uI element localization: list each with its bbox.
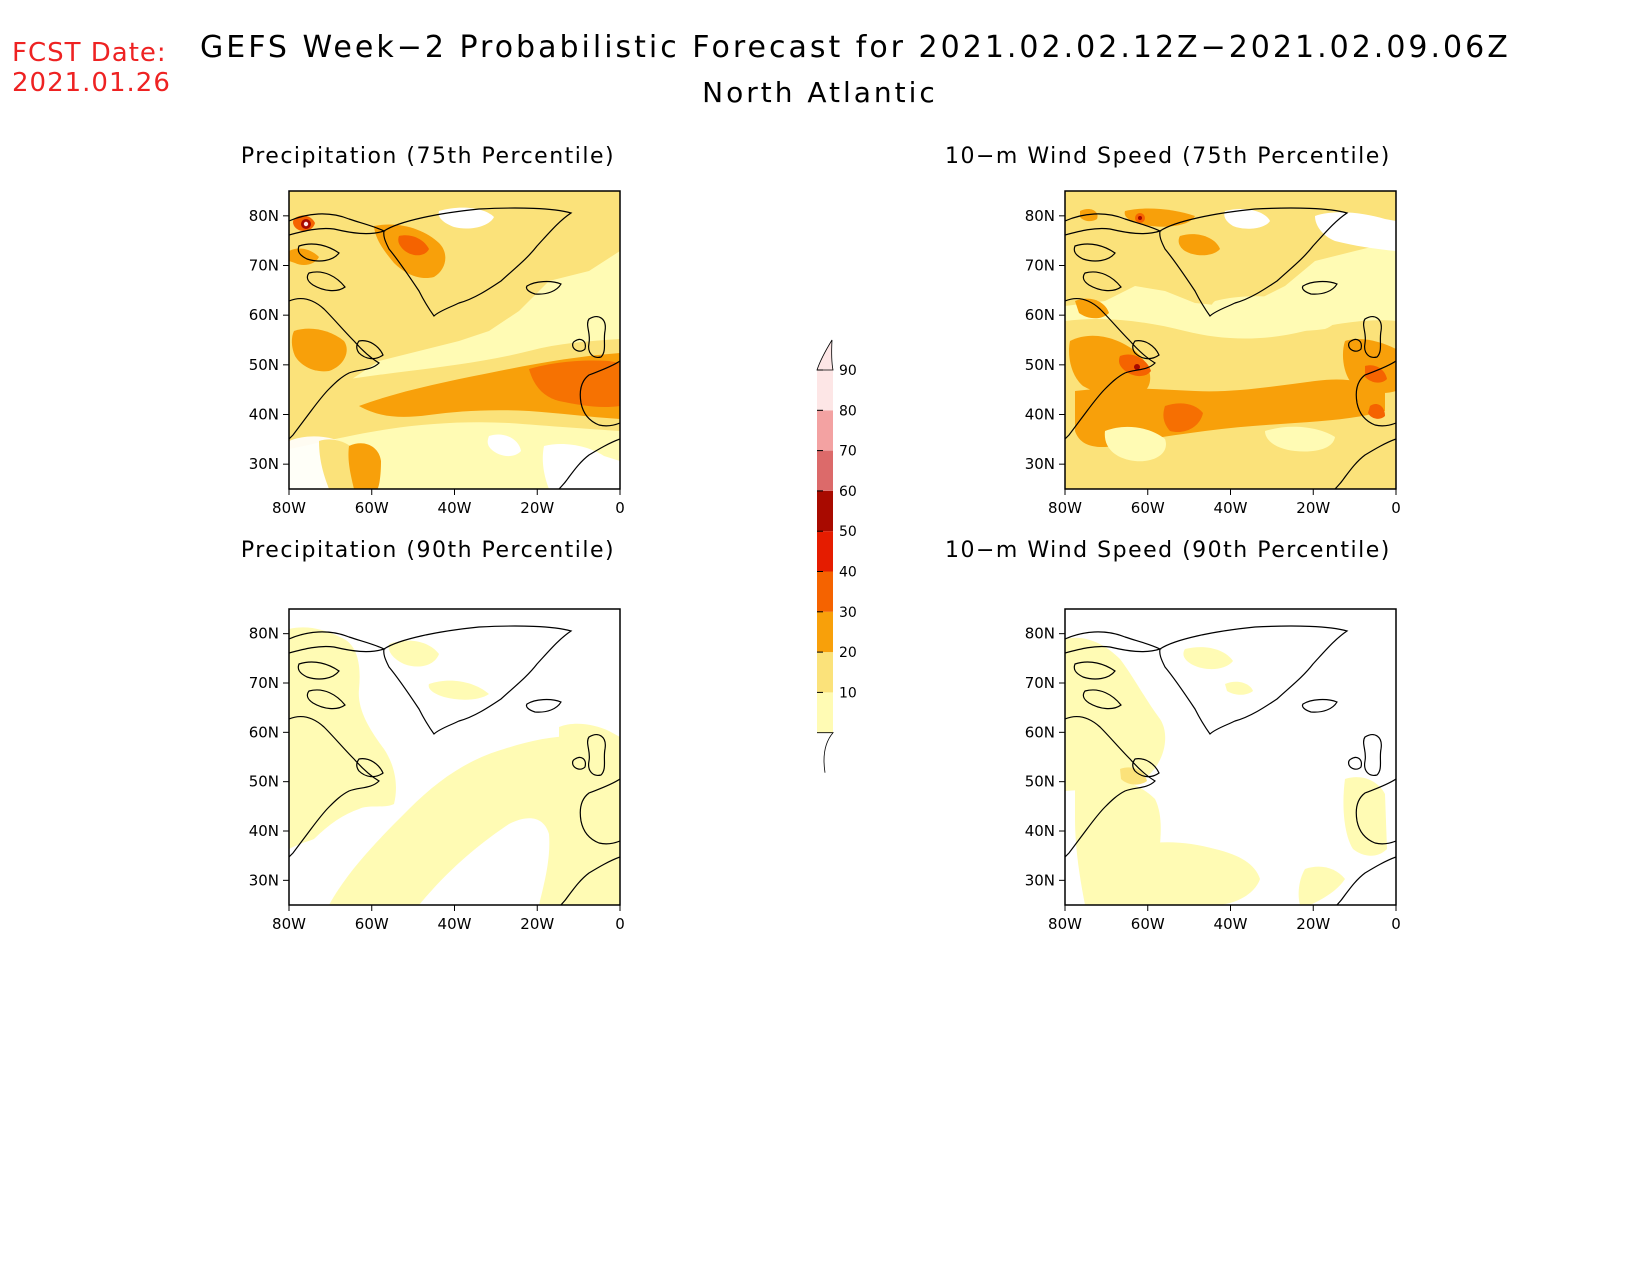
lon-tick-label-wind90: 60W	[1131, 915, 1165, 933]
colorbar-cell-1	[817, 652, 833, 693]
colorbar-cell-3	[817, 571, 833, 612]
map-precip75	[288, 190, 621, 490]
map-wind75	[1064, 190, 1397, 490]
colorbar-top-cap	[816, 339, 834, 371]
region-subtitle: North Atlantic	[702, 76, 938, 109]
lon-tick-label-wind75: 40W	[1214, 499, 1248, 517]
fcst-date-caption: FCST Date:	[12, 38, 167, 68]
fcst-date-value: 2021.01.26	[12, 68, 171, 98]
colorbar-cell-5	[817, 490, 833, 532]
lon-tick-label-wind90: 80W	[1048, 915, 1082, 933]
lat-tick-label-precip90: 30N	[249, 871, 279, 889]
lon-tick-label-wind75: 80W	[1048, 499, 1082, 517]
lat-tick-label-precip90: 60N	[249, 723, 279, 741]
lat-tick-label-precip90: 70N	[249, 674, 279, 692]
lat-tick-label-precip75: 60N	[249, 306, 279, 324]
lon-tick-label-precip75: 20W	[520, 499, 554, 517]
lat-tick-label-precip90: 50N	[249, 773, 279, 791]
map-precip90	[288, 608, 621, 906]
lon-tick-label-precip75: 80W	[272, 499, 306, 517]
lat-tick-label-wind75: 80N	[1025, 207, 1055, 225]
lat-tick-label-wind75: 60N	[1025, 306, 1055, 324]
colorbar-cell-0	[817, 692, 833, 733]
colorbar-bottom-cap	[817, 732, 834, 773]
colorbar: 10 20 30 40 50 60 70 80 90	[816, 339, 857, 773]
colorbar-label-90: 90	[839, 363, 857, 379]
lon-tick-label-precip75: 60W	[355, 499, 389, 517]
lat-tick-label-precip75: 70N	[249, 257, 279, 275]
lat-tick-label-precip75: 50N	[249, 356, 279, 374]
colorbar-label-30: 30	[839, 605, 857, 621]
colorbar-label-10: 10	[839, 685, 857, 701]
lon-tick-label-precip90: 60W	[355, 915, 389, 933]
page-title: GEFS Week−2 Probabilistic Forecast for 2…	[200, 30, 1511, 65]
lat-tick-label-precip75: 40N	[249, 406, 279, 424]
lat-tick-label-precip75: 30N	[249, 455, 279, 473]
colorbar-cell-8	[817, 370, 833, 411]
colorbar-label-50: 50	[839, 524, 857, 540]
lon-tick-label-wind75: 0	[1391, 499, 1401, 517]
colorbar-label-40: 40	[839, 565, 857, 581]
lon-tick-label-precip90: 20W	[520, 915, 554, 933]
lat-tick-label-wind75: 50N	[1025, 356, 1055, 374]
lon-tick-label-wind90: 20W	[1296, 915, 1330, 933]
colorbar-cell-2	[817, 611, 833, 653]
lon-tick-label-precip90: 0	[615, 915, 625, 933]
lat-tick-label-wind90: 50N	[1025, 773, 1055, 791]
panel-title-precip75: Precipitation (75th Percentile)	[240, 144, 616, 169]
lat-tick-label-wind90: 40N	[1025, 822, 1055, 840]
colorbar-label-60: 60	[839, 484, 857, 500]
colorbar-label-80: 80	[839, 403, 857, 419]
lon-tick-label-precip75: 40W	[438, 499, 472, 517]
lat-tick-label-wind90: 60N	[1025, 723, 1055, 741]
colorbar-cell-7	[817, 410, 833, 451]
lon-tick-label-precip90: 40W	[438, 915, 472, 933]
colorbar-cell-4	[817, 531, 833, 572]
lon-tick-label-precip90: 80W	[272, 915, 306, 933]
lat-tick-label-wind75: 40N	[1025, 406, 1055, 424]
lat-tick-label-precip90: 80N	[249, 625, 279, 643]
lat-tick-label-wind90: 80N	[1025, 625, 1055, 643]
colorbar-cell-6	[817, 450, 833, 491]
lon-tick-label-precip75: 0	[615, 499, 625, 517]
colorbar-label-70: 70	[839, 444, 857, 460]
lat-tick-label-wind90: 30N	[1025, 871, 1055, 889]
forecast-date-label: FCST Date: 2021.01.26	[12, 38, 171, 98]
panel-title-wind90: 10−m Wind Speed (90th Percentile)	[945, 538, 1391, 563]
lat-tick-label-wind90: 70N	[1025, 674, 1055, 692]
lat-tick-label-precip90: 40N	[249, 822, 279, 840]
map-wind90	[1064, 608, 1397, 906]
lon-tick-label-wind90: 40W	[1214, 915, 1248, 933]
lon-tick-label-wind90: 0	[1391, 915, 1401, 933]
lon-tick-label-wind75: 60W	[1131, 499, 1165, 517]
colorbar-label-20: 20	[839, 645, 857, 661]
lat-tick-label-wind75: 30N	[1025, 455, 1055, 473]
lon-tick-label-wind75: 20W	[1296, 499, 1330, 517]
lat-tick-label-wind75: 70N	[1025, 257, 1055, 275]
lat-tick-label-precip75: 80N	[249, 207, 279, 225]
panel-title-precip90: Precipitation (90th Percentile)	[240, 538, 616, 563]
panel-title-wind75: 10−m Wind Speed (75th Percentile)	[945, 144, 1391, 169]
